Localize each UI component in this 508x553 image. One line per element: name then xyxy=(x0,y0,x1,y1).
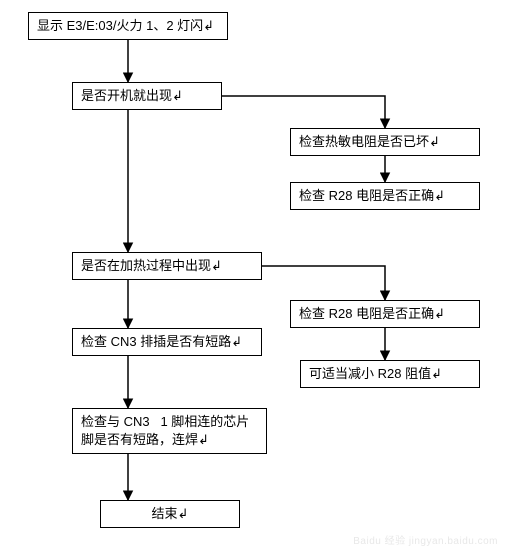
flow-node-n3: 检查热敏电阻是否已坏↲ xyxy=(290,128,480,156)
flow-node-n4: 检查 R28 电阻是否正确↲ xyxy=(290,182,480,210)
flow-node-n7: 检查 CN3 排插是否有短路↲ xyxy=(72,328,262,356)
flow-node-n1: 显示 E3/E:03/火力 1、2 灯闪↲ xyxy=(28,12,228,40)
watermark: Baidu 经验 jingyan.baidu.com xyxy=(353,532,498,547)
flow-node-n5: 是否在加热过程中出现↲ xyxy=(72,252,262,280)
flow-node-n8: 可适当减小 R28 阻值↲ xyxy=(300,360,480,388)
flow-node-n10: 结束↲ xyxy=(100,500,240,528)
edge-n5-n6 xyxy=(262,266,385,300)
flow-node-n9: 检查与 CN3 1 脚相连的芯片脚是否有短路，连焊↲ xyxy=(72,408,267,454)
flow-node-n6: 检查 R28 电阻是否正确↲ xyxy=(290,300,480,328)
edge-n2-n3 xyxy=(222,96,385,128)
flow-node-n2: 是否开机就出现↲ xyxy=(72,82,222,110)
